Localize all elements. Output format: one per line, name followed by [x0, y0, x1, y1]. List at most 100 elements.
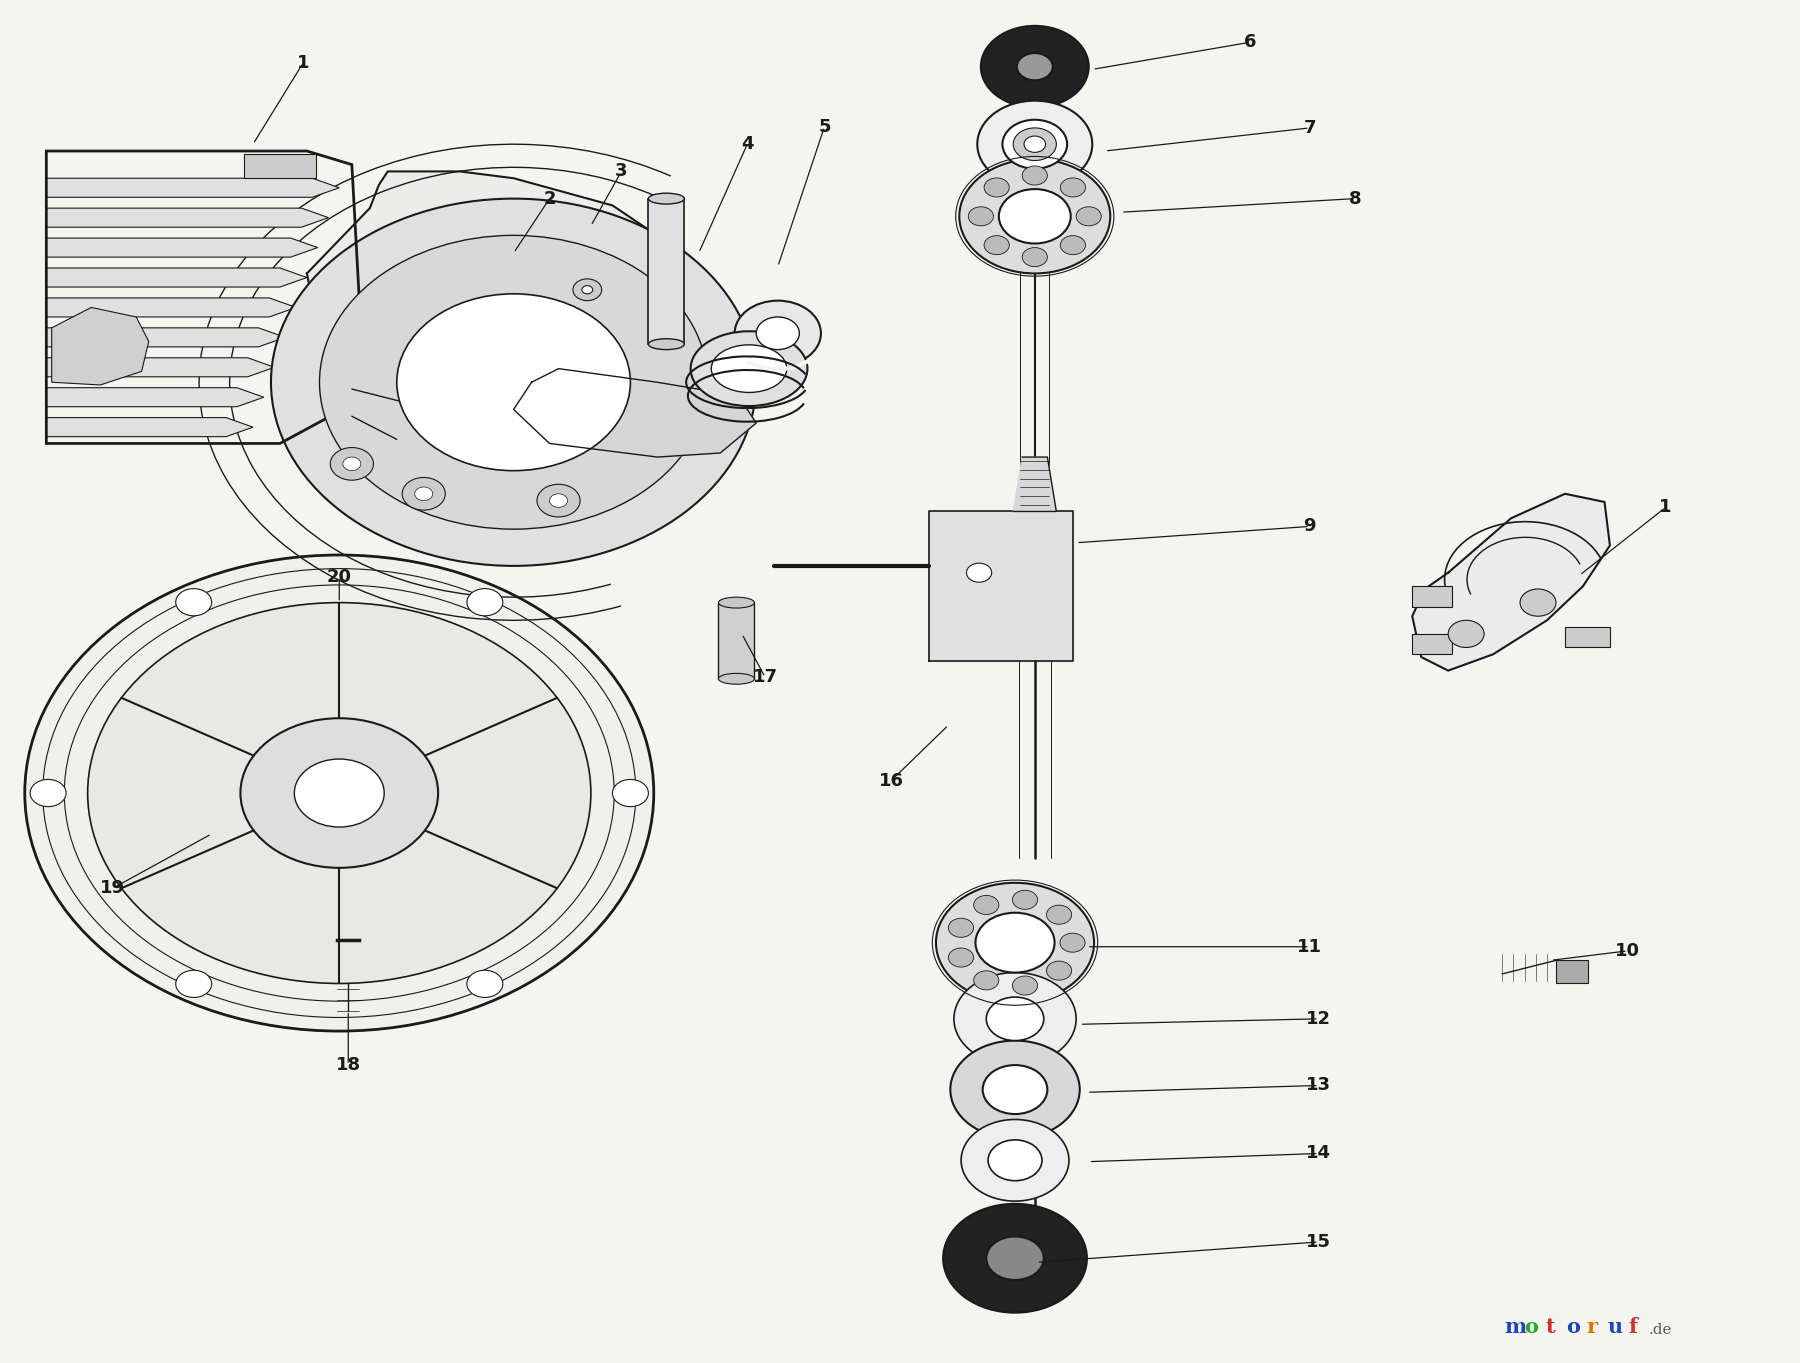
Bar [1413, 586, 1453, 607]
Text: 19: 19 [101, 879, 126, 897]
Circle shape [1013, 128, 1057, 161]
Ellipse shape [711, 345, 787, 393]
Circle shape [1012, 890, 1037, 909]
Circle shape [976, 913, 1055, 973]
Circle shape [1012, 976, 1037, 995]
Bar [1555, 961, 1588, 984]
Text: 18: 18 [335, 1056, 360, 1074]
Circle shape [981, 26, 1089, 108]
Text: 1: 1 [1660, 499, 1672, 517]
Text: t: t [1544, 1317, 1555, 1337]
Circle shape [466, 589, 502, 616]
Circle shape [272, 199, 756, 566]
Circle shape [31, 780, 67, 807]
Text: 5: 5 [819, 117, 832, 135]
Polygon shape [47, 179, 338, 198]
Circle shape [581, 286, 592, 294]
Ellipse shape [718, 597, 754, 608]
Text: 7: 7 [1303, 119, 1316, 136]
Text: u: u [1607, 1317, 1622, 1337]
Circle shape [1449, 620, 1483, 647]
Ellipse shape [718, 673, 754, 684]
Text: 6: 6 [1244, 33, 1256, 52]
Polygon shape [308, 172, 756, 507]
Polygon shape [47, 298, 297, 318]
Circle shape [943, 1204, 1087, 1313]
Bar [1564, 627, 1609, 647]
Circle shape [88, 602, 590, 984]
Bar [648, 199, 684, 345]
Circle shape [319, 236, 707, 529]
Circle shape [950, 1040, 1080, 1138]
Circle shape [959, 159, 1111, 274]
Text: 11: 11 [1298, 938, 1323, 955]
Circle shape [949, 919, 974, 938]
Circle shape [1003, 120, 1067, 169]
Polygon shape [47, 357, 275, 376]
Circle shape [329, 447, 373, 480]
Text: f: f [1627, 1317, 1636, 1337]
Circle shape [1022, 248, 1048, 267]
Circle shape [572, 279, 601, 301]
Circle shape [414, 487, 432, 500]
Text: r: r [1586, 1317, 1598, 1337]
Circle shape [988, 1139, 1042, 1180]
Circle shape [1519, 589, 1555, 616]
Polygon shape [47, 209, 328, 228]
Bar [718, 602, 754, 679]
Text: 16: 16 [878, 771, 904, 789]
Circle shape [968, 207, 994, 226]
Circle shape [241, 718, 437, 868]
Circle shape [985, 179, 1010, 198]
Text: 10: 10 [1615, 942, 1640, 960]
Circle shape [549, 493, 567, 507]
Circle shape [961, 1119, 1069, 1201]
Circle shape [1046, 961, 1071, 980]
Text: 9: 9 [1303, 518, 1316, 536]
Bar [245, 154, 317, 179]
Circle shape [536, 484, 580, 517]
Text: m: m [1503, 1317, 1526, 1337]
Circle shape [985, 236, 1010, 255]
Text: 15: 15 [1307, 1234, 1332, 1251]
Text: o: o [1525, 1317, 1539, 1337]
Circle shape [756, 318, 799, 349]
Circle shape [986, 1236, 1044, 1280]
Circle shape [734, 301, 821, 365]
Bar [1413, 634, 1453, 654]
Text: 13: 13 [1307, 1077, 1332, 1094]
Circle shape [999, 189, 1071, 244]
Circle shape [936, 883, 1094, 1003]
Polygon shape [47, 328, 286, 348]
Polygon shape [47, 269, 308, 288]
Circle shape [466, 970, 502, 998]
Circle shape [1076, 207, 1102, 226]
Polygon shape [47, 417, 254, 436]
Text: .de: .de [1649, 1323, 1672, 1337]
Circle shape [176, 589, 212, 616]
Circle shape [176, 970, 212, 998]
Circle shape [1060, 236, 1085, 255]
Circle shape [342, 457, 360, 470]
Circle shape [396, 294, 630, 470]
Text: 8: 8 [1348, 189, 1361, 207]
Text: 12: 12 [1307, 1010, 1332, 1028]
Circle shape [25, 555, 653, 1030]
Text: 17: 17 [752, 668, 778, 687]
Polygon shape [513, 368, 756, 457]
Circle shape [295, 759, 383, 827]
Polygon shape [929, 511, 1073, 661]
Circle shape [983, 1065, 1048, 1114]
Circle shape [1017, 53, 1053, 80]
Polygon shape [1413, 493, 1609, 671]
Text: 3: 3 [616, 162, 628, 180]
Text: o: o [1566, 1317, 1580, 1337]
Circle shape [954, 973, 1076, 1065]
Circle shape [1024, 136, 1046, 153]
Text: 4: 4 [742, 135, 754, 153]
Circle shape [986, 998, 1044, 1040]
Polygon shape [47, 387, 265, 406]
Circle shape [612, 780, 648, 807]
Polygon shape [52, 308, 149, 384]
Text: 14: 14 [1307, 1145, 1332, 1163]
